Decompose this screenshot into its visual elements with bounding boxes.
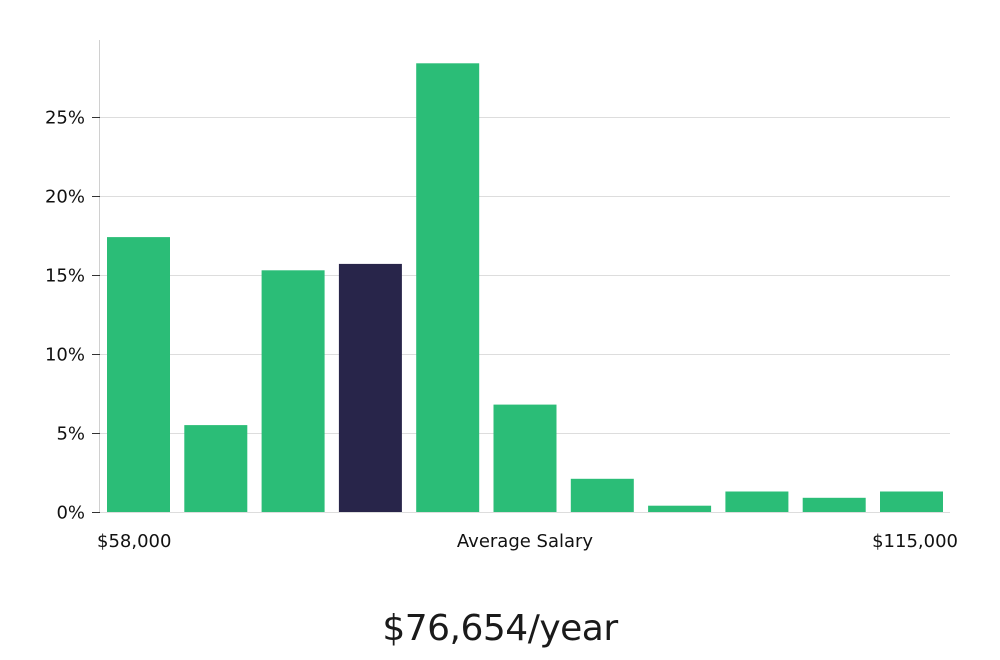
- salary-distribution-chart: 0%5%10%15%20%25% $58,000 Average Salary …: [45, 40, 958, 552]
- x-axis-min-label: $58,000: [97, 531, 171, 552]
- y-axis-ticks: 0% 5% 10% 15% 20% 25%: [45, 108, 100, 524]
- bar-6: [570, 478, 634, 512]
- bar-0: [107, 237, 170, 512]
- y-tick-label-25: 25%: [45, 108, 85, 129]
- bar-8: [725, 491, 789, 512]
- bar-2: [261, 270, 325, 512]
- bar-highlighted-3: [338, 263, 402, 512]
- x-axis-max-label: $115,000: [872, 531, 958, 552]
- bar-5: [493, 404, 557, 512]
- bar-1: [184, 425, 248, 512]
- y-tick-label-5: 5%: [56, 424, 85, 445]
- y-tick-label-10: 10%: [45, 345, 85, 366]
- bar-4: [416, 63, 480, 513]
- y-tick-label-15: 15%: [45, 266, 85, 287]
- bar-9: [802, 497, 866, 512]
- y-tick-label-20: 20%: [45, 187, 85, 208]
- bar-7: [648, 505, 712, 512]
- average-salary-value: $76,654/year: [382, 608, 618, 649]
- x-axis-title: Average Salary: [457, 531, 594, 552]
- bars: [107, 63, 943, 513]
- y-tick-label-0: 0%: [56, 503, 85, 524]
- bar-10: [880, 491, 943, 512]
